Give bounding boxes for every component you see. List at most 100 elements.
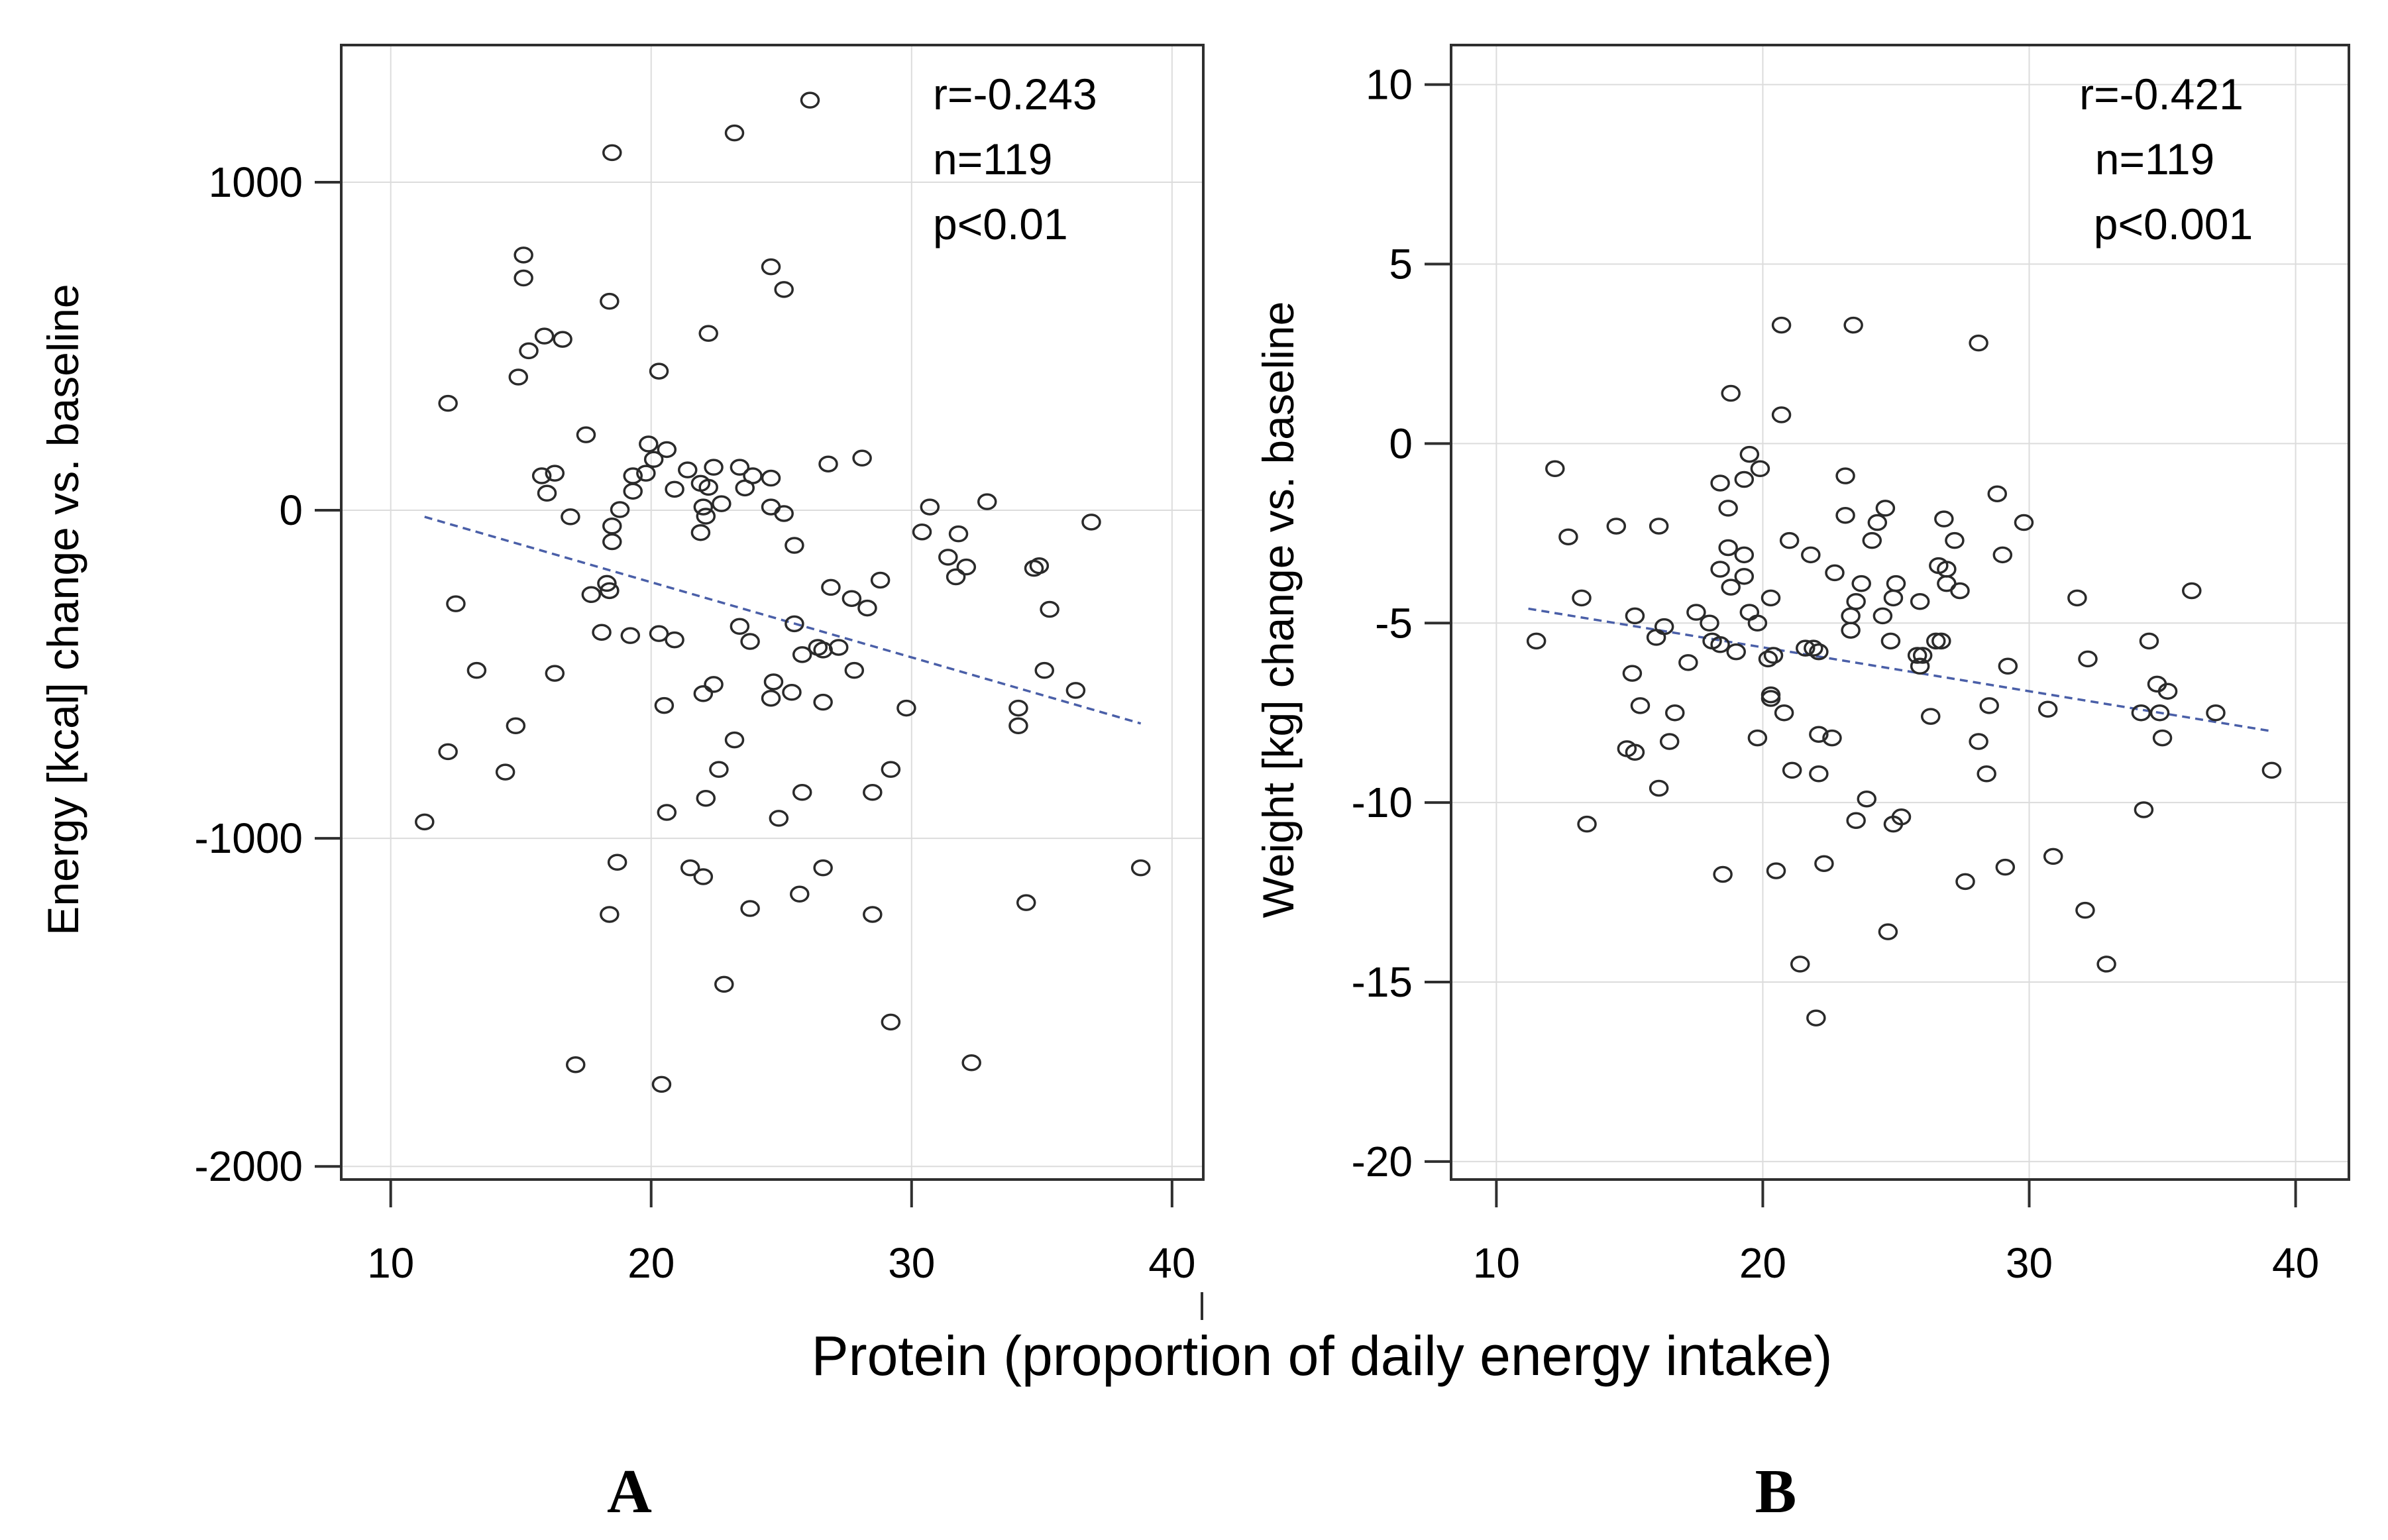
scatter-point (1034, 661, 1054, 679)
scatter-point (782, 684, 802, 701)
scatter-point (785, 615, 804, 633)
scatter-point (602, 518, 622, 535)
scatter-point (1796, 639, 1816, 657)
panel-b-annotation-n: n=119 (2095, 135, 2214, 184)
scatter-point (1526, 632, 1547, 650)
scatter-point (690, 523, 711, 541)
x-tick-label: 20 (627, 1239, 675, 1287)
scatter-point (881, 761, 901, 778)
scatter-point (1872, 607, 1893, 625)
scatter-point (2043, 848, 2063, 865)
scatter-point (415, 813, 435, 831)
scatter-point (857, 599, 877, 617)
scatter-point (1763, 647, 1784, 664)
scatter-point (1883, 815, 1904, 833)
scatter-point (602, 144, 622, 162)
scatter-point (1016, 894, 1036, 911)
scatter-point (693, 498, 714, 516)
scatter-point (1931, 632, 1951, 650)
scatter-point (1790, 956, 1810, 973)
scatter-point (1969, 334, 1988, 352)
panel-a-annotation-p: p<0.01 (933, 199, 1068, 248)
y-tick-label: 0 (1389, 419, 1413, 467)
scatter-point (1130, 859, 1151, 877)
scatter-point (1029, 557, 1050, 575)
scatter-point (1955, 873, 1975, 891)
x-tick-label: 10 (367, 1239, 414, 1287)
scatter-point (2206, 704, 2226, 722)
scatter-point (1721, 578, 1741, 596)
scatter-point (863, 784, 883, 801)
scatter-point (1721, 384, 1741, 402)
scatter-point (1809, 643, 1829, 661)
panel-a-annotation-n: n=119 (933, 135, 1052, 184)
scatter-point (545, 665, 565, 682)
panel-b-annotation-r: r=-0.421 (2079, 70, 2244, 119)
x-tick-label: 30 (888, 1239, 935, 1287)
scatter-point (1835, 467, 1855, 484)
scatter-point (946, 568, 966, 586)
scatter-point (1649, 518, 1669, 535)
scatter-point (651, 1075, 672, 1093)
scatter-point (1750, 460, 1770, 478)
scatter-point (639, 435, 659, 453)
scatter-point (714, 975, 734, 993)
scatter-point (1835, 506, 1855, 524)
scatter-point (1761, 589, 1781, 607)
panel-b-annotation-p: p<0.001 (2094, 199, 2253, 248)
plot-frame (340, 44, 1205, 1181)
scatter-point (1622, 665, 1643, 682)
x-tick-label: 40 (1148, 1239, 1195, 1287)
panel-b-y-axis-title: Weight [kg] change vs. baseline (1254, 302, 1303, 918)
scatter-point (821, 578, 841, 596)
scatter-point (704, 676, 724, 693)
scatter-point (1934, 510, 1954, 527)
scatter-point (1878, 923, 1898, 940)
scatter-point (553, 331, 572, 348)
y-tick-label: -5 (1375, 599, 1413, 647)
scatter-point (1862, 531, 1882, 549)
scatter-point (818, 455, 838, 472)
scatter-point (761, 469, 781, 487)
scatter-point (2134, 801, 2154, 818)
scatter-point (2096, 956, 2116, 973)
scatter-point (774, 505, 794, 522)
scatter-point (1907, 647, 1927, 664)
scatter-point (1718, 500, 1738, 517)
scatter-point (602, 533, 622, 551)
scatter-point (735, 479, 755, 497)
scatter-point (446, 595, 466, 612)
scatter-point (581, 586, 602, 604)
scatter-point (696, 789, 716, 807)
scatter-point (531, 467, 552, 484)
scatter-point (2149, 704, 2170, 722)
scatter-point (438, 394, 458, 412)
scatter-point (1734, 470, 1755, 488)
scatter-point (1625, 743, 1645, 761)
y-tick-label: 1000 (209, 158, 303, 206)
scatter-point (1747, 614, 1768, 632)
scatter-point (1910, 657, 1930, 675)
scatter-point (1630, 697, 1651, 714)
scatter-point (1646, 629, 1666, 646)
scatter-point (761, 498, 781, 516)
scatter-point (1758, 650, 1778, 668)
y-tick-label: -2000 (194, 1142, 303, 1190)
scatter-point (1747, 729, 1768, 747)
scatter-point (724, 124, 745, 142)
scatter-point (696, 508, 716, 525)
scatter-point (1710, 561, 1730, 578)
scatter-point (506, 717, 526, 735)
scatter-point (610, 501, 630, 518)
scatter-point (1875, 500, 1896, 517)
scatter-point (565, 1056, 586, 1073)
scatter-point (1739, 445, 1760, 463)
scatter-point (828, 639, 849, 656)
scatter-point (2261, 761, 2282, 779)
scatter-point (466, 661, 487, 679)
scatter-point (2067, 589, 2087, 607)
scatter-point (1998, 657, 2018, 675)
scatter-point (1649, 779, 1669, 797)
panel-b-plot: 10 5 0 -5 -10 -15 -20 10 20 30 40 (1352, 44, 2350, 1287)
scatter-point (730, 459, 750, 476)
